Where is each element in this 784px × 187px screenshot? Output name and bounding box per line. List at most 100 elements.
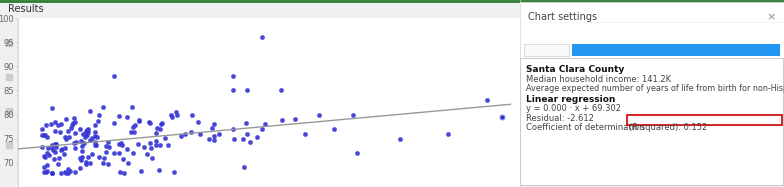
Point <box>276 118 289 121</box>
Point <box>208 138 220 141</box>
Point <box>240 122 252 125</box>
Point <box>52 124 64 127</box>
Point <box>74 166 86 169</box>
Point <box>54 130 67 133</box>
Text: Results: Results <box>8 4 44 14</box>
Point <box>54 148 67 151</box>
Point <box>100 150 112 153</box>
Text: y = 0.000 · x + 69.302: y = 0.000 · x + 69.302 <box>526 104 621 113</box>
Point <box>60 171 73 174</box>
Point <box>194 132 206 135</box>
Point <box>168 171 180 174</box>
Point <box>64 126 77 129</box>
Point <box>124 130 136 133</box>
Point <box>76 155 89 158</box>
Point <box>146 157 158 160</box>
Point <box>192 120 205 123</box>
Text: ››: ›› <box>760 4 768 14</box>
Point <box>68 120 81 123</box>
Text: ×: × <box>767 12 776 22</box>
Point <box>74 127 86 130</box>
Point <box>38 166 50 169</box>
Point <box>47 148 60 151</box>
Point <box>169 110 182 113</box>
Point <box>115 142 128 145</box>
Point <box>129 124 142 127</box>
Text: ▽: ▽ <box>681 4 688 13</box>
Point <box>114 171 126 174</box>
Point <box>132 119 145 122</box>
Point <box>50 142 63 145</box>
Point <box>47 157 60 160</box>
Point <box>208 123 220 126</box>
Point <box>39 133 52 136</box>
Point <box>89 140 101 143</box>
Point <box>145 146 158 149</box>
Point <box>75 144 88 147</box>
Point <box>63 135 75 138</box>
Point <box>259 123 271 126</box>
Point <box>127 152 140 155</box>
Point <box>36 145 49 148</box>
Point <box>75 159 88 162</box>
Point <box>113 142 125 145</box>
Point <box>238 166 251 169</box>
Point <box>80 130 93 133</box>
Point <box>81 128 93 131</box>
Point <box>96 106 109 109</box>
Point <box>69 147 82 150</box>
Point <box>45 144 58 147</box>
Point <box>154 128 166 131</box>
Point <box>227 128 239 131</box>
Point <box>171 113 183 116</box>
Point <box>53 157 65 160</box>
Point <box>244 140 256 143</box>
Point <box>143 121 155 124</box>
Point <box>77 133 89 136</box>
Text: Linear regression: Linear regression <box>526 94 615 103</box>
Point <box>150 132 162 135</box>
Point <box>143 141 156 144</box>
Point <box>45 123 58 126</box>
Point <box>166 115 179 118</box>
Point <box>103 145 115 148</box>
Point <box>82 130 95 133</box>
Text: (R squared): 0.152: (R squared): 0.152 <box>629 123 707 132</box>
Point <box>241 132 254 135</box>
Point <box>49 143 61 146</box>
Point <box>208 135 220 138</box>
Point <box>55 123 67 126</box>
Point <box>78 142 90 145</box>
Point <box>49 129 61 132</box>
Point <box>89 144 101 147</box>
Point <box>131 142 143 145</box>
Point <box>117 158 129 161</box>
Point <box>60 118 72 121</box>
Point <box>155 123 168 126</box>
Point <box>227 89 239 92</box>
Point <box>80 161 93 164</box>
Point <box>128 130 140 133</box>
Point <box>40 136 53 139</box>
Point <box>93 113 105 116</box>
Point <box>495 115 508 118</box>
Text: Coefficient of determination: Coefficient of determination <box>526 123 644 132</box>
Point <box>101 140 114 143</box>
Point <box>100 144 113 147</box>
Point <box>154 144 166 147</box>
Point <box>175 135 187 138</box>
Point <box>203 137 216 140</box>
Point <box>42 146 54 149</box>
Text: Median household income: 141.2K: Median household income: 141.2K <box>526 74 671 84</box>
Point <box>74 157 86 160</box>
Point <box>126 105 139 108</box>
Point <box>150 143 162 146</box>
Point <box>121 115 133 118</box>
Point <box>186 114 198 117</box>
Point <box>313 113 325 116</box>
Point <box>107 121 120 124</box>
Point <box>46 171 59 174</box>
Point <box>138 145 151 148</box>
Point <box>90 143 103 146</box>
Point <box>38 156 51 159</box>
